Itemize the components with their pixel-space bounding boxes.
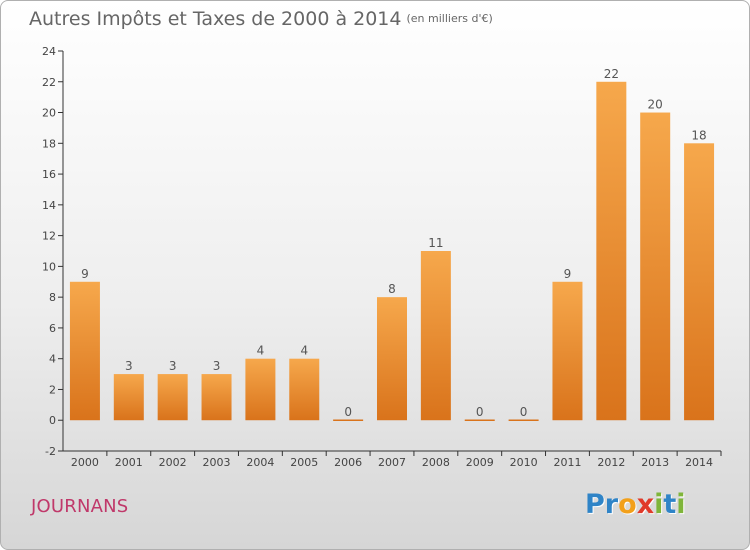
x-tick-label: 2014 — [685, 456, 713, 469]
y-tick-label: 6 — [49, 322, 56, 335]
chart-title-unit: (en milliers d'€) — [406, 12, 493, 25]
x-tick-label: 2007 — [378, 456, 406, 469]
logo-letter: i — [676, 489, 686, 520]
data-label: 4 — [257, 344, 265, 358]
x-tick-label: 2011 — [553, 456, 581, 469]
logo-letter: P — [585, 489, 605, 520]
data-label: 18 — [691, 128, 706, 142]
bar — [640, 112, 671, 421]
commune-name: JOURNANS — [31, 496, 129, 517]
y-tick-label: -2 — [45, 445, 56, 458]
logo-letter: r — [604, 489, 619, 520]
y-tick-label: 12 — [42, 230, 56, 243]
data-label: 3 — [213, 359, 221, 373]
data-label: 0 — [344, 405, 352, 419]
bar — [113, 374, 144, 421]
bar — [201, 374, 232, 421]
data-label: 20 — [648, 98, 663, 112]
data-label: 3 — [169, 359, 177, 373]
x-tick-label: 2001 — [115, 456, 143, 469]
bar — [377, 297, 407, 421]
bar — [157, 374, 188, 421]
bar — [684, 143, 715, 421]
bar — [69, 281, 100, 421]
x-tick-label: 2000 — [71, 456, 99, 469]
x-tick-label: 2003 — [203, 456, 231, 469]
bar — [552, 281, 583, 421]
y-tick-label: 4 — [49, 353, 56, 366]
y-tick-label: 24 — [42, 45, 56, 58]
y-tick-label: 16 — [42, 168, 56, 181]
y-tick-label: 22 — [42, 76, 56, 89]
x-tick-label: 2004 — [246, 456, 274, 469]
chart-title: Autres Impôts et Taxes de 2000 à 2014 (en… — [29, 8, 493, 30]
bar — [245, 358, 276, 421]
chart-bars — [69, 81, 715, 421]
proxiti-logo: Proxiti — [585, 489, 686, 520]
bar — [420, 251, 451, 421]
x-tick-label: 2005 — [290, 456, 318, 469]
bar — [289, 358, 320, 421]
data-label: 9 — [81, 267, 89, 281]
x-tick-label: 2006 — [334, 456, 362, 469]
y-tick-label: 0 — [49, 414, 56, 427]
y-tick-label: 14 — [42, 199, 56, 212]
data-label: 4 — [300, 344, 308, 358]
y-tick-label: 20 — [42, 107, 56, 120]
x-tick-label: 2002 — [159, 456, 187, 469]
data-label: 22 — [604, 67, 619, 81]
y-tick-label: 18 — [42, 137, 56, 150]
data-label: 0 — [476, 405, 484, 419]
y-tick-label: 8 — [49, 291, 56, 304]
logo-letter: x — [636, 489, 655, 520]
x-tick-label: 2012 — [597, 456, 625, 469]
x-tick-label: 2013 — [641, 456, 669, 469]
bar — [596, 81, 627, 421]
y-tick-label: 2 — [49, 383, 56, 396]
chart-labels: 9 3 3 3 4 4 0 8 11 0 0 9 22 20 18 — [81, 67, 707, 419]
data-label: 9 — [564, 267, 572, 281]
data-label: 0 — [520, 405, 528, 419]
x-tick-label: 2010 — [510, 456, 538, 469]
logo-letter: o — [618, 489, 637, 520]
data-label: 3 — [125, 359, 133, 373]
data-label: 11 — [428, 236, 443, 250]
x-tick-label: 2008 — [422, 456, 450, 469]
data-label: 8 — [388, 282, 396, 296]
logo-letter: t — [663, 489, 677, 520]
chart-title-text: Autres Impôts et Taxes de 2000 à 2014 — [29, 8, 402, 30]
x-tick-label: 2009 — [466, 456, 494, 469]
y-tick-label: 10 — [42, 260, 56, 273]
logo-letter: i — [654, 489, 664, 520]
